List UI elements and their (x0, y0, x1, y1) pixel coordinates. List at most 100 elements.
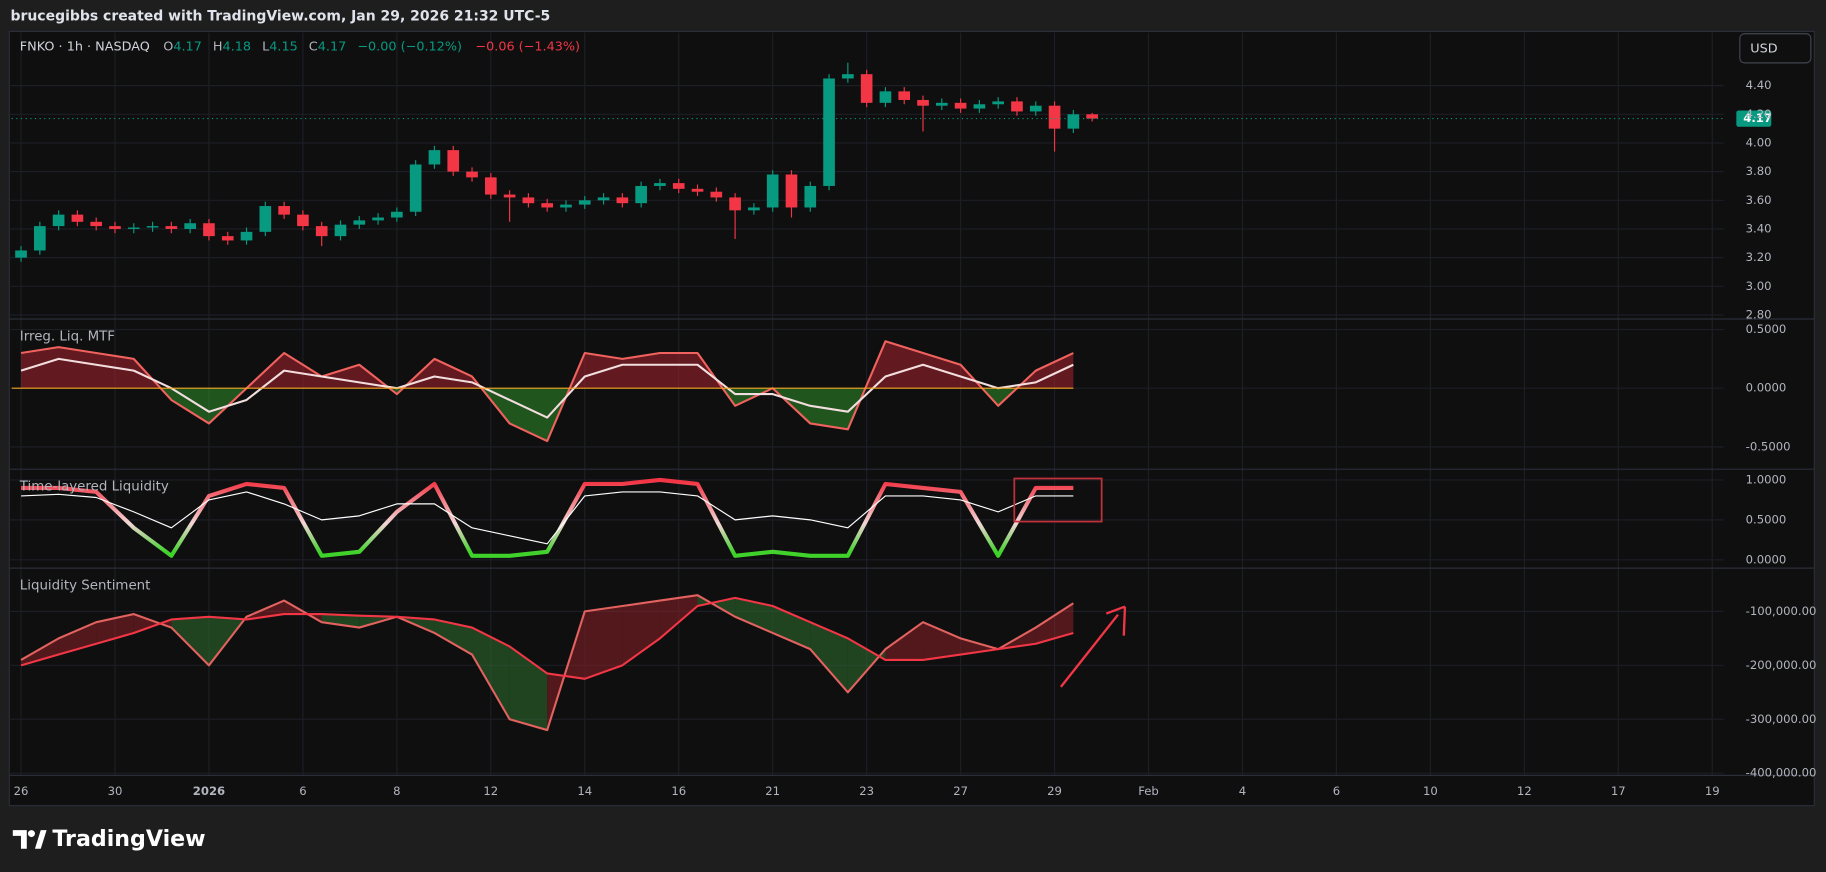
series-line (20, 340, 1074, 443)
x-tick-label: 23 (859, 784, 874, 798)
annotation-arrow (1059, 613, 1119, 688)
candle-body (729, 197, 741, 211)
x-tick-label: 16 (671, 784, 686, 798)
change-total: −0.06 (−1.43%) (475, 39, 580, 54)
series-line (21, 491, 1074, 545)
x-tick-label: 29 (1047, 784, 1062, 798)
chart-frame (8, 30, 1815, 807)
candle-body (146, 226, 159, 228)
band-fill (321, 614, 360, 628)
candle-body (578, 200, 591, 205)
x-tick-label: Feb (1138, 784, 1159, 798)
candle-body (654, 183, 666, 186)
candle-body (748, 207, 760, 211)
pane (21, 477, 1074, 558)
band-fill (208, 616, 247, 666)
pane-title: Liquidity Sentiment (20, 579, 151, 594)
ohlc-key: L (262, 39, 270, 54)
legend: FNKO · 1h · NASDAQ O4.17 H4.18 L4.15 C4.… (20, 39, 580, 54)
ohlc-value: 4.18 (223, 39, 252, 54)
y-tick-label: 0.5000 (1746, 322, 1787, 336)
candle-body (466, 171, 478, 178)
currency-label[interactable]: USD (1750, 41, 1777, 56)
candle-body (1086, 114, 1098, 119)
change: −0.00 (−0.12%) (357, 39, 462, 54)
arrow-head (1105, 605, 1127, 636)
x-tick-label: 30 (108, 784, 123, 798)
y-tick-label: -0.5000 (1746, 439, 1791, 453)
band-fill (584, 605, 623, 679)
marks: 4.17 (11, 62, 1772, 732)
candle-body (447, 150, 460, 172)
candle-body (1067, 114, 1080, 129)
y-tick-label: 0.0000 (1746, 381, 1787, 395)
candle-body (391, 211, 403, 218)
band-fill (772, 605, 811, 650)
pane (15, 62, 1098, 262)
annotation-box (1013, 477, 1103, 523)
candle-body (616, 197, 629, 204)
candle-body (1029, 105, 1042, 112)
x-tick-label: 10 (1423, 784, 1438, 798)
y-tick-label: 3.40 (1746, 221, 1772, 235)
candle-body (297, 214, 309, 227)
series-line (20, 596, 1074, 680)
candle-body (560, 204, 572, 208)
candle-body (635, 185, 647, 204)
band-fill (847, 638, 886, 693)
band-fill (133, 614, 172, 633)
area-fill (21, 388, 1074, 442)
y-tick-label: 1.0000 (1746, 472, 1787, 486)
band-fill (735, 597, 773, 633)
candle-body (1048, 105, 1061, 129)
candle-body (409, 164, 422, 212)
candle-body (334, 224, 347, 237)
candle-body (935, 102, 948, 106)
candle-body (917, 99, 929, 106)
candle-body (315, 226, 328, 237)
band-fill (96, 614, 134, 644)
currency-button[interactable] (1739, 33, 1812, 64)
candle-body (240, 231, 253, 241)
y-tick-label: 4.20 (1746, 107, 1772, 121)
y-tick-label: 4.40 (1746, 78, 1772, 92)
band-fill (885, 622, 924, 660)
band-fill (58, 622, 97, 655)
y-tick-label: 2.80 (1746, 307, 1772, 321)
y-tick-label: 3.60 (1746, 193, 1772, 207)
candle-body (127, 227, 140, 229)
x-tick-label: 27 (953, 784, 968, 798)
candle-body (785, 174, 798, 208)
y-tick-label: -300,000.00 (1746, 712, 1817, 726)
y-tick-label: 3.00 (1746, 279, 1772, 293)
x-tick-label: 8 (393, 784, 400, 798)
candle-body (15, 250, 27, 258)
credit: brucegibbs created with TradingView.com,… (10, 8, 550, 24)
pane-title: Irreg. Liq. MTF (20, 329, 115, 344)
ohlc-value: 4.15 (269, 39, 298, 54)
x-tick-label: 17 (1611, 784, 1626, 798)
candle-body (804, 185, 817, 208)
candle-body (71, 214, 84, 222)
logo-mark (34, 830, 47, 849)
band-fill (21, 638, 59, 666)
band-fill (622, 600, 660, 666)
band-fill (171, 616, 209, 666)
band-fill (434, 619, 473, 655)
band-fill (923, 622, 961, 660)
candle-body (353, 220, 366, 225)
y-tick-label: 4.00 (1746, 135, 1772, 149)
candle-body (973, 104, 986, 109)
candle-body (541, 203, 554, 208)
band-fill (659, 595, 698, 639)
x-tick-label: 26 (14, 784, 29, 798)
candle-body (52, 214, 65, 227)
candle-body (484, 177, 497, 195)
y-tick-label: -100,000.00 (1746, 604, 1817, 618)
pane (11, 340, 1074, 443)
brand-name: TradingView (52, 826, 205, 852)
y-tick-label: 3.20 (1746, 250, 1772, 264)
candle-body (954, 102, 967, 109)
logo-mark (12, 830, 27, 849)
